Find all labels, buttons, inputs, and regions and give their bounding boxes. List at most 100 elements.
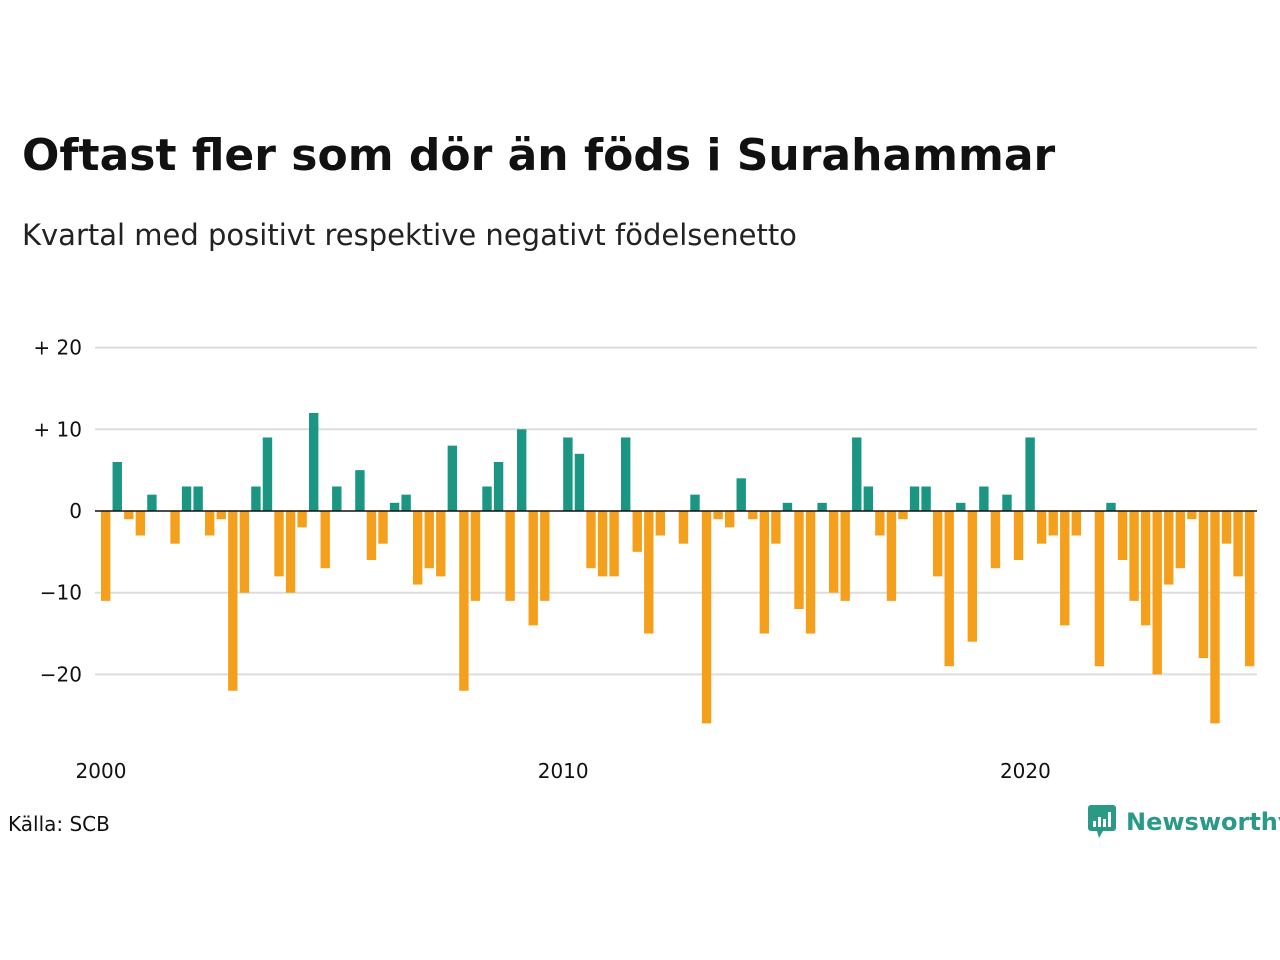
chart-title: Oftast fler som dör än föds i Surahammar <box>22 130 1056 181</box>
bar-negative <box>228 511 238 691</box>
bar-negative <box>932 511 943 577</box>
bar-negative <box>170 511 180 544</box>
y-tick-label: −10 <box>40 581 82 605</box>
source-note: Källa: SCB <box>8 812 110 836</box>
bars <box>101 412 1255 724</box>
bar-positive <box>979 486 989 511</box>
bar-negative <box>135 511 146 536</box>
y-tick-label: + 10 <box>33 417 82 441</box>
bar-negative <box>898 511 908 520</box>
bar-negative <box>944 511 954 667</box>
bar-negative <box>644 511 654 634</box>
bar-positive <box>563 437 573 511</box>
bar-positive <box>863 486 874 511</box>
newsworthy-logo-icon <box>1088 805 1116 838</box>
bar-negative <box>1048 511 1058 536</box>
bar-positive <box>112 461 122 511</box>
bar-positive <box>909 486 920 511</box>
bar-negative <box>597 511 608 577</box>
bar-negative <box>320 511 330 569</box>
bar-positive <box>1106 502 1116 511</box>
bar-negative <box>470 511 481 601</box>
bar-positive <box>956 502 966 511</box>
bar-negative <box>748 511 758 520</box>
bar-positive <box>1002 494 1012 511</box>
bar-positive <box>193 486 203 511</box>
bar-negative <box>1164 511 1174 585</box>
bar-positive <box>332 486 342 511</box>
chart-subtitle: Kvartal med positivt respektive negativt… <box>22 218 797 252</box>
bar-positive <box>782 502 793 511</box>
bar-positive <box>482 486 492 511</box>
bar-negative <box>505 511 515 601</box>
bar-negative <box>1140 511 1151 626</box>
bar-negative <box>1013 511 1024 561</box>
bar-positive <box>620 437 631 511</box>
bar-negative <box>586 511 596 569</box>
x-tick-label: 2020 <box>1000 759 1051 783</box>
bar-negative <box>459 511 469 691</box>
bar-negative <box>1221 511 1232 544</box>
y-tick-label: 0 <box>69 499 82 523</box>
bar-negative <box>1152 511 1162 675</box>
bar-negative <box>424 511 434 569</box>
bar-positive <box>516 429 527 511</box>
bar-positive <box>389 502 400 511</box>
bar-negative <box>285 511 296 593</box>
bar-positive <box>852 437 862 511</box>
bar-positive <box>1025 437 1035 511</box>
bar-negative <box>886 511 897 601</box>
bar-positive <box>447 445 458 511</box>
bar-negative <box>632 511 642 552</box>
y-tick-label: + 20 <box>33 336 82 360</box>
bar-positive <box>736 478 746 511</box>
bar-negative <box>713 511 723 520</box>
bar-negative <box>1175 511 1186 569</box>
bar-positive <box>690 494 700 511</box>
bar-positive <box>181 486 192 511</box>
bar-positive <box>921 486 931 511</box>
bar-negative <box>101 511 111 601</box>
brand: Newsworthy <box>1088 804 1280 840</box>
bar-negative <box>678 511 689 544</box>
bar-negative <box>1117 511 1128 561</box>
brand-name: Newsworthy <box>1126 808 1280 836</box>
y-axis-ticks: + 20 + 10 0 −10 −20 <box>33 336 82 687</box>
bar-negative <box>967 511 978 642</box>
bar-negative <box>759 511 770 634</box>
bar-positive <box>817 502 827 511</box>
bar-negative <box>1129 511 1139 601</box>
bar-negative <box>528 511 538 626</box>
bar-negative <box>205 511 215 536</box>
bar-negative <box>1210 511 1220 724</box>
bar-negative <box>805 511 816 634</box>
bar-negative <box>840 511 850 601</box>
x-tick-label: 2010 <box>538 759 589 783</box>
bar-negative <box>990 511 1001 569</box>
bar-negative <box>436 511 446 577</box>
bar-negative <box>412 511 423 585</box>
bar-negative <box>239 511 250 593</box>
bar-negative <box>1094 511 1105 667</box>
bar-negative <box>701 511 712 724</box>
bar-negative <box>1060 511 1070 626</box>
bar-negative <box>1187 511 1197 520</box>
bar-negative <box>366 511 377 561</box>
bar-negative <box>1036 511 1047 544</box>
bar-negative <box>1198 511 1209 659</box>
bar-positive <box>401 494 411 511</box>
bar-positive <box>308 412 319 511</box>
bar-negative <box>655 511 666 536</box>
bar-positive <box>147 494 157 511</box>
bar-negative <box>828 511 839 593</box>
bar-negative <box>724 511 735 528</box>
bar-negative <box>274 511 284 577</box>
x-axis-ticks: 2000 2010 2020 <box>76 759 1051 783</box>
bar-negative <box>771 511 781 544</box>
bar-positive <box>251 486 261 511</box>
bar-negative <box>216 511 226 520</box>
bar-negative <box>875 511 885 536</box>
bar-positive <box>262 437 273 511</box>
bar-negative <box>1244 511 1255 667</box>
